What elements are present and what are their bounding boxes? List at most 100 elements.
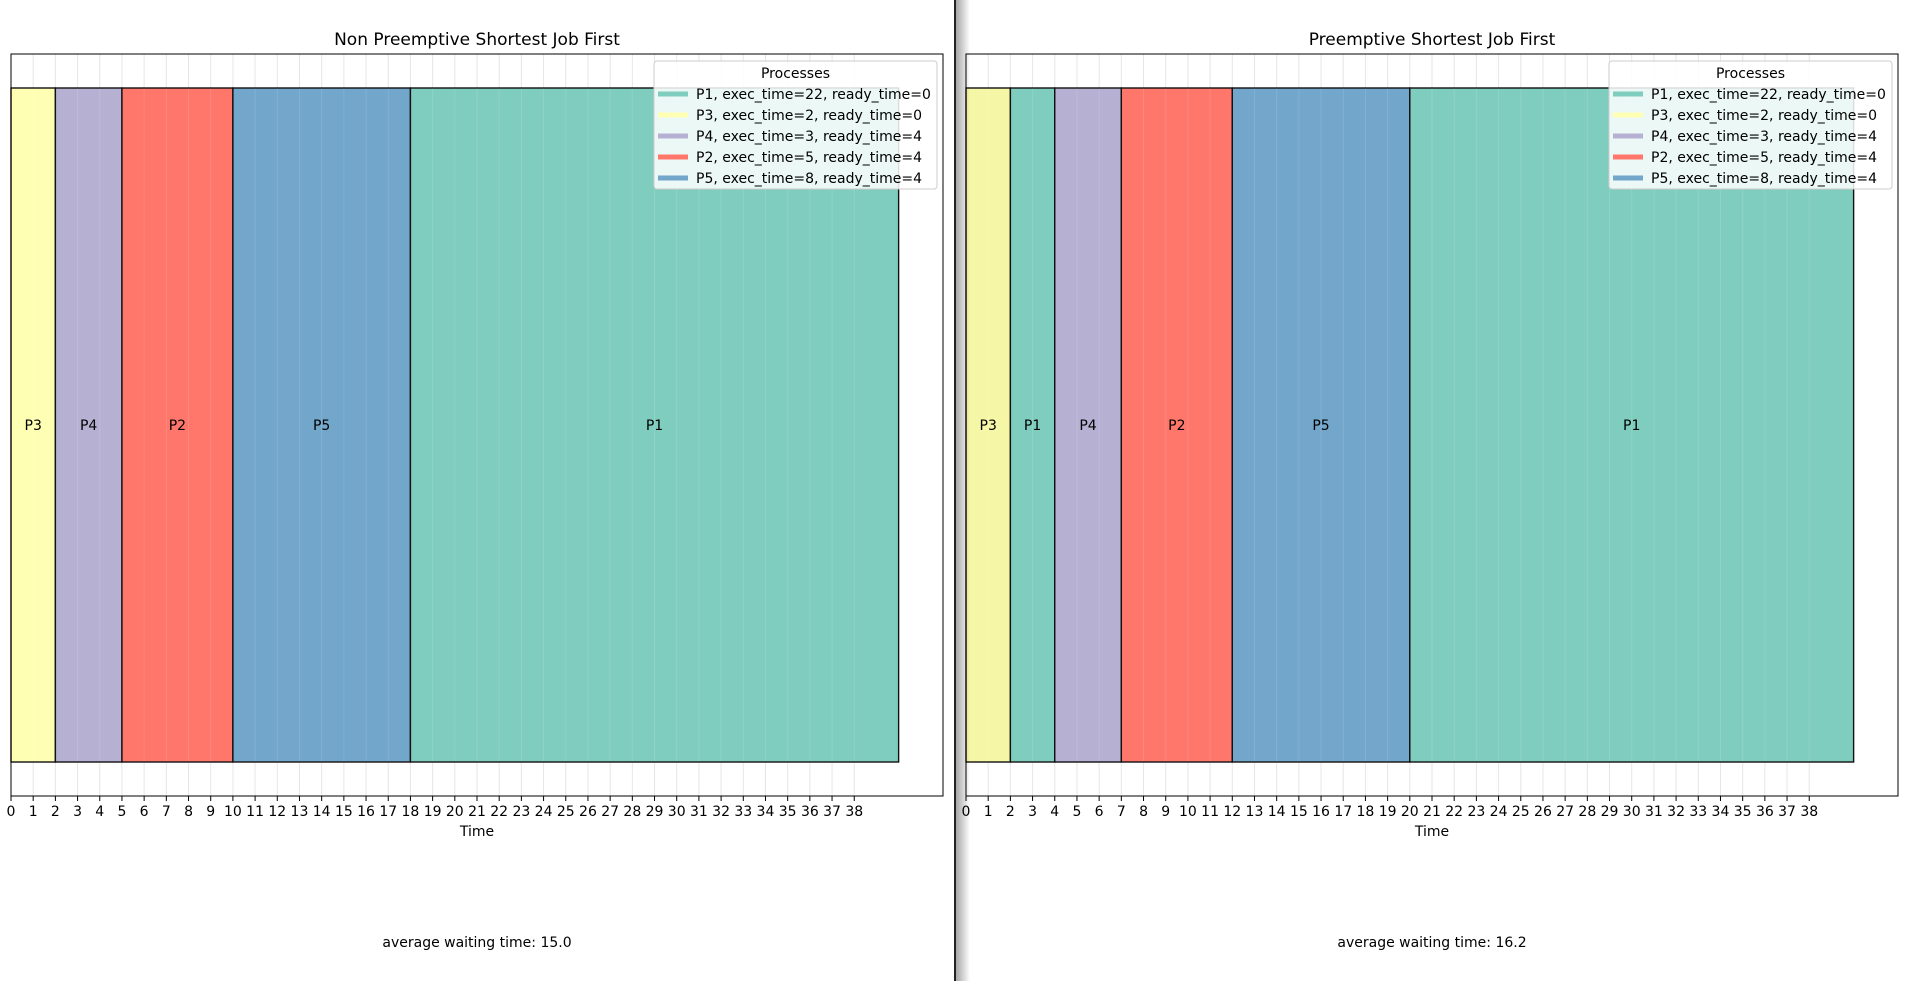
x-tick-label: 33 xyxy=(734,804,752,820)
bar-label: P3 xyxy=(980,418,997,434)
x-tick-label: 30 xyxy=(668,804,686,820)
x-tick-label: 26 xyxy=(1534,804,1552,820)
x-tick-label: 32 xyxy=(712,804,730,820)
x-tick-label: 14 xyxy=(1268,804,1286,820)
x-tick-label: 2 xyxy=(1006,804,1015,820)
x-tick-label: 37 xyxy=(1778,804,1796,820)
x-tick-label: 13 xyxy=(1246,804,1264,820)
x-tick-label: 3 xyxy=(1028,804,1037,820)
preemptive-chart: Preemptive Shortest Job First P3 P1 P4 P2 P5 P… xyxy=(962,30,1899,951)
bar-label: P2 xyxy=(1168,418,1185,434)
x-tick-label: 24 xyxy=(1490,804,1508,820)
x-tick-label: 36 xyxy=(1756,804,1774,820)
gantt-bar-p4 xyxy=(1054,88,1122,762)
bar-label: P5 xyxy=(1312,418,1329,434)
x-tick-label: 17 xyxy=(379,804,397,820)
x-tick-label: 21 xyxy=(1423,804,1441,820)
x-tick-label: 5 xyxy=(1072,804,1081,820)
x-tick-label: 12 xyxy=(268,804,286,820)
x-tick-label: 15 xyxy=(335,804,353,820)
x-tick-label: 18 xyxy=(1357,804,1375,820)
x-tick-label: 16 xyxy=(357,804,375,820)
x-tick-label: 31 xyxy=(1645,804,1663,820)
x-tick-label: 9 xyxy=(206,804,215,820)
bar-label: P1 xyxy=(1024,418,1041,434)
gantt-bar-p1 xyxy=(1010,88,1055,762)
x-tick-label: 10 xyxy=(1179,804,1197,820)
x-axis-label: Time xyxy=(1414,824,1449,840)
legend-entry: P5, exec_time=8, ready_time=4 xyxy=(1651,171,1877,187)
x-tick-label: 23 xyxy=(512,804,530,820)
x-tick-label: 26 xyxy=(579,804,597,820)
x-tick-label: 14 xyxy=(313,804,331,820)
x-tick-label: 5 xyxy=(117,804,126,820)
x-tick-label: 6 xyxy=(1095,804,1104,820)
x-axis-label: Time xyxy=(459,824,494,840)
x-tick-label: 1 xyxy=(984,804,993,820)
x-tick-label: 12 xyxy=(1223,804,1241,820)
x-tick-label: 24 xyxy=(535,804,553,820)
legend: Processes P1, exec_time=22, ready_time=0 P… xyxy=(1608,60,1893,190)
x-tick-label: 31 xyxy=(690,804,708,820)
x-tick-label: 15 xyxy=(1290,804,1308,820)
x-tick-label: 29 xyxy=(646,804,664,820)
x-tick-label: 28 xyxy=(623,804,641,820)
average-waiting-time: average waiting time: 16.2 xyxy=(1337,935,1526,951)
bar-label: P4 xyxy=(1079,418,1096,434)
x-tick-label: 19 xyxy=(424,804,442,820)
x-tick-label: 21 xyxy=(468,804,486,820)
x-tick-label: 7 xyxy=(1117,804,1126,820)
bar-label: P1 xyxy=(1623,418,1640,434)
legend-title: Processes xyxy=(761,66,830,82)
non-preemptive-chart: Non Preemptive Shortest Job First P3 P4 P2 P… xyxy=(7,30,944,951)
x-tick-label: 7 xyxy=(162,804,171,820)
legend-entry: P4, exec_time=3, ready_time=4 xyxy=(696,129,922,145)
x-tick-label: 28 xyxy=(1578,804,1596,820)
x-tick-label: 29 xyxy=(1601,804,1619,820)
x-tick-label: 33 xyxy=(1689,804,1707,820)
x-tick-label: 27 xyxy=(601,804,619,820)
legend-entry: P3, exec_time=2, ready_time=0 xyxy=(1651,108,1877,124)
x-tick-label: 0 xyxy=(7,804,16,820)
x-tick-label: 19 xyxy=(1379,804,1397,820)
legend-entry: P5, exec_time=8, ready_time=4 xyxy=(696,171,922,187)
bar-label: P4 xyxy=(80,418,97,434)
x-tick-label: 35 xyxy=(1734,804,1752,820)
chart-title: Preemptive Shortest Job First xyxy=(1309,30,1556,50)
x-tick-label: 8 xyxy=(184,804,193,820)
bar-label: P2 xyxy=(169,418,186,434)
chart-title: Non Preemptive Shortest Job First xyxy=(334,30,620,50)
gantt-bar-p3 xyxy=(966,88,1011,762)
bar-label: P5 xyxy=(313,418,330,434)
legend-entry: P2, exec_time=5, ready_time=4 xyxy=(696,150,922,166)
preemptive-window: Preemptive Shortest Job First P3 P1 P4 P2 P5 P… xyxy=(955,0,1910,981)
x-tick-label: 4 xyxy=(1050,804,1059,820)
x-tick-label: 37 xyxy=(823,804,841,820)
x-tick-label: 1 xyxy=(29,804,38,820)
x-tick-label: 20 xyxy=(446,804,464,820)
x-tick-label: 38 xyxy=(845,804,863,820)
legend-entry: P4, exec_time=3, ready_time=4 xyxy=(1651,129,1877,145)
gantt-bar-p4 xyxy=(55,88,122,762)
x-tick-label: 16 xyxy=(1312,804,1330,820)
x-tick-label: 9 xyxy=(1161,804,1170,820)
x-tick-label: 34 xyxy=(1712,804,1730,820)
x-tick-label: 11 xyxy=(1201,804,1219,820)
x-tick-label: 3 xyxy=(73,804,82,820)
gantt-bar-p2 xyxy=(1121,88,1233,762)
x-tick-label: 18 xyxy=(402,804,420,820)
gantt-bar-p1 xyxy=(410,88,899,762)
x-tick-label: 34 xyxy=(757,804,775,820)
x-tick-label: 2 xyxy=(51,804,60,820)
legend-entry: P1, exec_time=22, ready_time=0 xyxy=(696,87,931,103)
legend-box xyxy=(653,60,938,190)
x-tick-label: 27 xyxy=(1556,804,1574,820)
x-tick-label: 22 xyxy=(490,804,508,820)
legend: Processes P1, exec_time=22, ready_time=0 P… xyxy=(653,60,938,190)
legend-entry: P3, exec_time=2, ready_time=0 xyxy=(696,108,922,124)
bar-label: P1 xyxy=(646,418,663,434)
x-tick-label: 11 xyxy=(246,804,264,820)
bar-label: P3 xyxy=(25,418,42,434)
gantt-bar-p1 xyxy=(1409,88,1854,762)
x-tick-label: 4 xyxy=(95,804,104,820)
